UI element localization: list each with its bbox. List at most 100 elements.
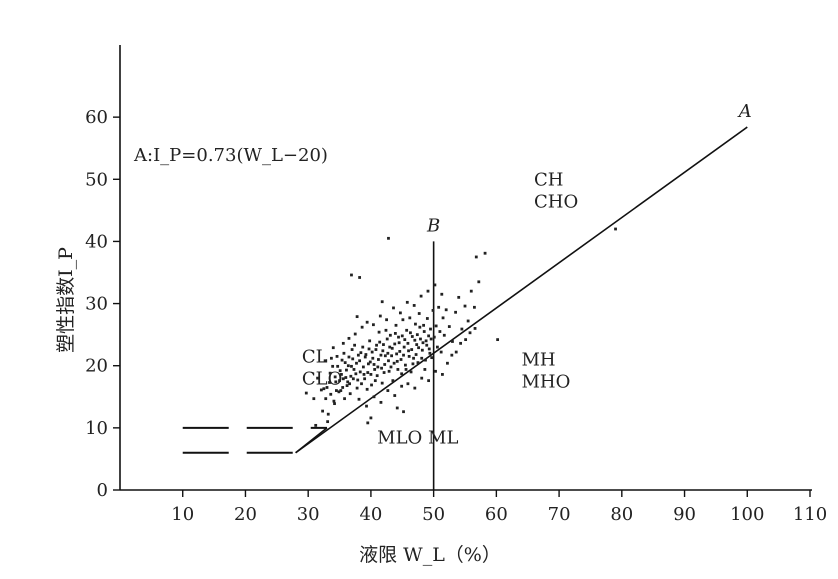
data-point	[417, 312, 421, 315]
data-point	[372, 395, 376, 399]
data-point	[392, 361, 396, 365]
y-tick-label: 50	[85, 169, 108, 190]
zone-label: MH	[521, 350, 555, 371]
data-point	[420, 356, 424, 360]
data-point	[411, 362, 415, 366]
data-point	[395, 359, 399, 363]
data-point	[404, 363, 407, 367]
data-point	[412, 304, 416, 307]
data-point	[356, 353, 360, 357]
data-point	[420, 348, 424, 352]
data-point	[468, 331, 472, 335]
data-point	[331, 346, 335, 350]
data-point	[335, 354, 339, 358]
data-point	[424, 358, 427, 362]
data-point	[406, 341, 410, 345]
data-point	[421, 341, 425, 345]
data-point	[442, 333, 446, 337]
data-point	[390, 346, 394, 350]
data-point	[419, 294, 423, 298]
data-point	[381, 349, 385, 353]
data-point	[387, 359, 390, 363]
data-point	[409, 370, 413, 374]
data-point	[365, 320, 369, 324]
data-point	[391, 379, 395, 383]
data-point	[474, 255, 478, 259]
b-line-label: B	[426, 215, 440, 236]
data-point	[400, 384, 404, 388]
data-point	[329, 356, 333, 360]
data-point	[333, 402, 336, 406]
data-point	[358, 276, 362, 279]
data-point	[341, 341, 345, 345]
data-point	[319, 388, 323, 392]
data-point	[447, 325, 451, 328]
data-point	[358, 370, 362, 374]
data-point	[440, 292, 444, 296]
x-tick-label: 60	[485, 504, 508, 525]
data-point	[359, 351, 363, 355]
data-point	[413, 338, 417, 342]
data-point	[398, 350, 402, 353]
data-point	[380, 300, 384, 304]
data-point	[358, 359, 362, 363]
data-point	[385, 318, 388, 322]
data-point	[427, 379, 431, 383]
data-point	[420, 376, 424, 380]
data-point	[451, 340, 454, 343]
y-tick-label: 20	[85, 356, 108, 377]
data-point	[335, 389, 338, 392]
x-tick-label: 10	[171, 504, 194, 525]
data-point	[376, 365, 380, 369]
data-point	[346, 380, 350, 384]
data-point	[337, 390, 341, 394]
data-point	[355, 315, 359, 319]
data-point	[352, 368, 356, 371]
data-point	[363, 377, 367, 381]
data-point	[375, 343, 378, 347]
data-point	[405, 328, 409, 332]
data-point	[328, 371, 332, 375]
data-point	[344, 376, 348, 379]
data-point	[429, 337, 433, 341]
data-point	[446, 361, 449, 365]
data-point	[378, 340, 382, 344]
data-point	[374, 348, 378, 351]
data-point	[473, 305, 476, 309]
data-point	[312, 397, 316, 401]
data-point	[393, 394, 397, 397]
data-point	[404, 368, 408, 371]
y-axis-title: 塑性指数I_P	[55, 247, 77, 353]
data-point	[429, 327, 432, 331]
data-point	[464, 338, 468, 342]
zone-label: CH	[534, 170, 563, 191]
data-point	[433, 283, 437, 287]
data-point	[389, 365, 393, 369]
data-point	[408, 316, 412, 320]
data-point	[367, 347, 371, 351]
data-point	[360, 325, 364, 329]
data-point	[331, 364, 335, 368]
y-tick-label: 60	[85, 107, 108, 128]
data-point	[341, 386, 345, 389]
x-tick-label: 50	[422, 504, 445, 525]
data-point	[336, 364, 340, 368]
data-point	[439, 350, 443, 354]
data-point	[441, 373, 444, 376]
data-point	[402, 353, 405, 357]
data-point	[357, 397, 361, 401]
data-point	[343, 397, 346, 401]
data-point	[370, 350, 374, 354]
data-point	[410, 335, 414, 338]
data-point	[430, 356, 434, 360]
data-point	[333, 375, 337, 379]
data-point	[321, 409, 325, 413]
data-point	[383, 354, 387, 358]
data-point	[379, 353, 383, 357]
data-point	[407, 354, 411, 358]
data-point	[365, 404, 368, 408]
data-point	[370, 383, 373, 387]
data-point	[459, 341, 463, 345]
